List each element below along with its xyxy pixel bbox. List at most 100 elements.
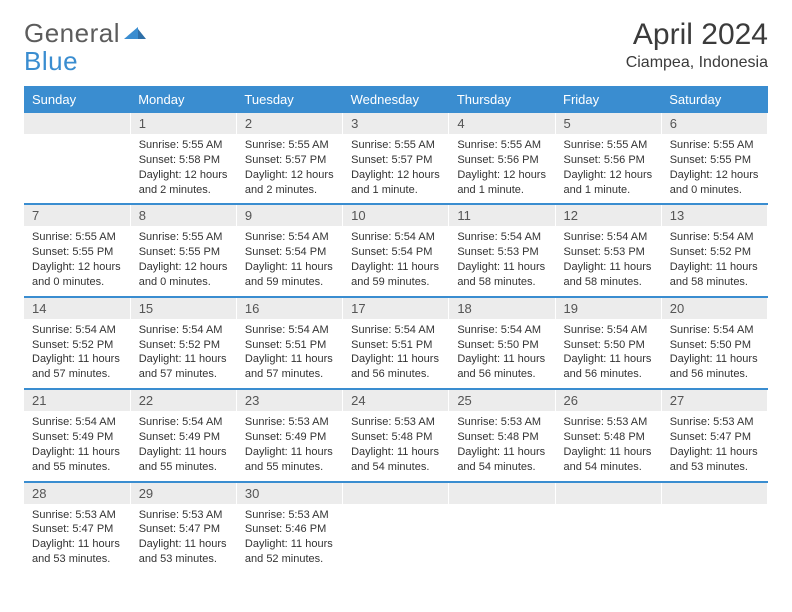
sunrise-text: Sunrise: 5:53 AM <box>245 415 334 430</box>
calendar-day-cell: 24Sunrise: 5:53 AMSunset: 5:48 PMDayligh… <box>343 389 449 481</box>
day-number: 23 <box>237 390 342 412</box>
daylight-text: Daylight: 11 hours and 58 minutes. <box>457 260 546 290</box>
day-number: 6 <box>662 113 767 135</box>
day-number: 18 <box>449 298 554 320</box>
sunset-text: Sunset: 5:57 PM <box>351 153 440 168</box>
day-details <box>662 505 767 563</box>
calendar-day-cell: 17Sunrise: 5:54 AMSunset: 5:51 PMDayligh… <box>343 297 449 389</box>
sunrise-text: Sunrise: 5:54 AM <box>245 230 334 245</box>
sunrise-text: Sunrise: 5:54 AM <box>564 323 653 338</box>
day-number: 1 <box>131 113 236 135</box>
day-number: 25 <box>449 390 554 412</box>
day-details <box>343 505 448 563</box>
sunset-text: Sunset: 5:51 PM <box>245 338 334 353</box>
sunrise-text: Sunrise: 5:54 AM <box>32 415 122 430</box>
daylight-text: Daylight: 11 hours and 56 minutes. <box>670 352 759 382</box>
daylight-text: Daylight: 11 hours and 56 minutes. <box>351 352 440 382</box>
day-details: Sunrise: 5:54 AMSunset: 5:51 PMDaylight:… <box>343 320 448 388</box>
day-details: Sunrise: 5:53 AMSunset: 5:46 PMDaylight:… <box>237 505 342 573</box>
day-number <box>343 483 448 505</box>
sunset-text: Sunset: 5:54 PM <box>245 245 334 260</box>
sunset-text: Sunset: 5:50 PM <box>670 338 759 353</box>
day-number: 30 <box>237 483 342 505</box>
day-details: Sunrise: 5:55 AMSunset: 5:55 PMDaylight:… <box>24 227 130 295</box>
sunrise-text: Sunrise: 5:55 AM <box>351 138 440 153</box>
day-details: Sunrise: 5:54 AMSunset: 5:49 PMDaylight:… <box>24 412 130 480</box>
day-header: Thursday <box>449 86 555 113</box>
sunset-text: Sunset: 5:53 PM <box>564 245 653 260</box>
day-header: Monday <box>130 86 236 113</box>
daylight-text: Daylight: 11 hours and 57 minutes. <box>139 352 228 382</box>
sunrise-text: Sunrise: 5:53 AM <box>351 415 440 430</box>
daylight-text: Daylight: 11 hours and 54 minutes. <box>351 445 440 475</box>
day-details: Sunrise: 5:53 AMSunset: 5:48 PMDaylight:… <box>343 412 448 480</box>
day-details: Sunrise: 5:54 AMSunset: 5:54 PMDaylight:… <box>343 227 448 295</box>
day-number: 7 <box>24 205 130 227</box>
calendar-day-cell <box>661 482 767 573</box>
sunset-text: Sunset: 5:50 PM <box>564 338 653 353</box>
day-number: 2 <box>237 113 342 135</box>
day-number: 27 <box>662 390 767 412</box>
daylight-text: Daylight: 11 hours and 53 minutes. <box>670 445 759 475</box>
day-number: 22 <box>131 390 236 412</box>
calendar-week-row: 14Sunrise: 5:54 AMSunset: 5:52 PMDayligh… <box>24 297 768 389</box>
month-title: April 2024 <box>626 18 768 52</box>
day-details: Sunrise: 5:55 AMSunset: 5:57 PMDaylight:… <box>237 135 342 203</box>
daylight-text: Daylight: 12 hours and 1 minute. <box>351 168 440 198</box>
location-text: Ciampea, Indonesia <box>626 54 768 72</box>
day-details: Sunrise: 5:54 AMSunset: 5:50 PMDaylight:… <box>449 320 554 388</box>
sunset-text: Sunset: 5:52 PM <box>139 338 228 353</box>
day-details: Sunrise: 5:54 AMSunset: 5:53 PMDaylight:… <box>449 227 554 295</box>
sunset-text: Sunset: 5:57 PM <box>245 153 334 168</box>
daylight-text: Daylight: 11 hours and 56 minutes. <box>564 352 653 382</box>
sunset-text: Sunset: 5:52 PM <box>670 245 759 260</box>
brand-part2: Blue <box>24 46 78 76</box>
day-details: Sunrise: 5:55 AMSunset: 5:57 PMDaylight:… <box>343 135 448 203</box>
daylight-text: Daylight: 11 hours and 58 minutes. <box>564 260 653 290</box>
calendar-body: 1Sunrise: 5:55 AMSunset: 5:58 PMDaylight… <box>24 113 768 573</box>
daylight-text: Daylight: 11 hours and 55 minutes. <box>139 445 228 475</box>
day-details: Sunrise: 5:54 AMSunset: 5:52 PMDaylight:… <box>24 320 130 388</box>
day-header: Saturday <box>661 86 767 113</box>
calendar-day-cell: 27 Sunrise: 5:53 AMSunset: 5:47 PMDayligh… <box>661 389 767 481</box>
day-number: 12 <box>556 205 661 227</box>
daylight-text: Daylight: 11 hours and 53 minutes. <box>139 537 228 567</box>
sunrise-text: Sunrise: 5:55 AM <box>139 230 228 245</box>
day-details: Sunrise: 5:53 AMSunset: 5:47 PMDaylight:… <box>131 505 236 573</box>
day-details <box>449 505 554 563</box>
day-number <box>556 483 661 505</box>
sunset-text: Sunset: 5:55 PM <box>32 245 122 260</box>
sunrise-text: Sunrise: 5:53 AM <box>32 508 122 523</box>
day-number: 24 <box>343 390 448 412</box>
day-number: 9 <box>237 205 342 227</box>
page-header: General April 2024 Ciampea, Indonesia <box>24 18 768 72</box>
calendar-day-cell: 23Sunrise: 5:53 AMSunset: 5:49 PMDayligh… <box>236 389 342 481</box>
daylight-text: Daylight: 11 hours and 53 minutes. <box>32 537 122 567</box>
calendar-day-cell: 28Sunrise: 5:53 AMSunset: 5:47 PMDayligh… <box>24 482 130 573</box>
brand-logo: General <box>24 18 148 49</box>
day-details: Sunrise: 5:54 AMSunset: 5:50 PMDaylight:… <box>556 320 661 388</box>
calendar-day-cell: 13Sunrise: 5:54 AMSunset: 5:52 PMDayligh… <box>661 204 767 296</box>
sunset-text: Sunset: 5:47 PM <box>139 522 228 537</box>
sunrise-text: Sunrise: 5:54 AM <box>670 230 759 245</box>
day-details: Sunrise: 5:54 AMSunset: 5:49 PMDaylight:… <box>131 412 236 480</box>
day-details: Sunrise: 5:53 AMSunset: 5:49 PMDaylight:… <box>237 412 342 480</box>
day-details: Sunrise: 5:53 AMSunset: 5:48 PMDaylight:… <box>449 412 554 480</box>
sunset-text: Sunset: 5:48 PM <box>351 430 440 445</box>
calendar-week-row: 28Sunrise: 5:53 AMSunset: 5:47 PMDayligh… <box>24 482 768 573</box>
day-number: 28 <box>24 483 130 505</box>
day-number: 10 <box>343 205 448 227</box>
daylight-text: Daylight: 11 hours and 52 minutes. <box>245 537 334 567</box>
sunrise-text: Sunrise: 5:55 AM <box>245 138 334 153</box>
daylight-text: Daylight: 12 hours and 0 minutes. <box>139 260 228 290</box>
daylight-text: Daylight: 11 hours and 55 minutes. <box>32 445 122 475</box>
sunset-text: Sunset: 5:47 PM <box>670 430 759 445</box>
calendar-day-cell: 21Sunrise: 5:54 AMSunset: 5:49 PMDayligh… <box>24 389 130 481</box>
sunrise-text: Sunrise: 5:55 AM <box>139 138 228 153</box>
sunset-text: Sunset: 5:46 PM <box>245 522 334 537</box>
sunrise-text: Sunrise: 5:53 AM <box>670 415 759 430</box>
daylight-text: Daylight: 12 hours and 0 minutes. <box>670 168 759 198</box>
sunset-text: Sunset: 5:49 PM <box>139 430 228 445</box>
calendar-day-cell <box>24 113 130 204</box>
day-details: Sunrise: 5:54 AMSunset: 5:50 PMDaylight:… <box>662 320 767 388</box>
